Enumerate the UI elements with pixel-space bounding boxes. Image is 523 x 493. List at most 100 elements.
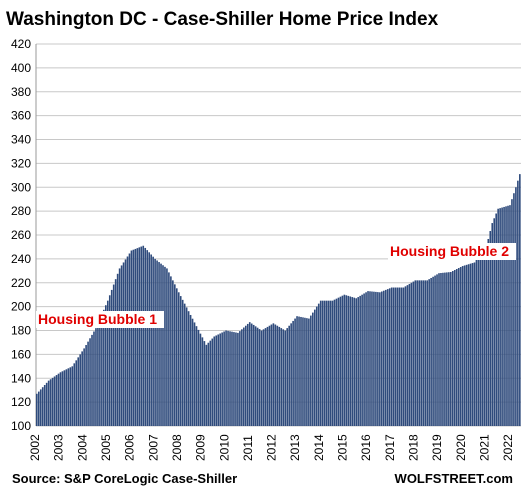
bar (503, 206, 505, 426)
x-tick-label: 2002 (28, 434, 42, 461)
bar (331, 300, 334, 426)
bar (225, 330, 227, 426)
bar (154, 258, 156, 427)
bar (394, 287, 397, 426)
bar (142, 245, 145, 426)
bar (260, 330, 263, 426)
bar (381, 291, 383, 426)
bar (132, 249, 135, 426)
y-tick-label: 200 (11, 300, 31, 314)
bar (207, 342, 210, 426)
bar (175, 288, 178, 426)
bar (39, 389, 42, 426)
bar (517, 180, 519, 426)
bar (148, 252, 150, 426)
bar (116, 273, 119, 426)
bar (258, 329, 261, 426)
y-tick-label: 280 (11, 204, 31, 218)
chart-title: Washington DC - Case-Shiller Home Price … (6, 9, 439, 30)
bar (124, 259, 127, 426)
bar (227, 330, 229, 426)
bar (152, 256, 154, 426)
bar (209, 340, 212, 426)
bar (483, 249, 486, 426)
bar (377, 292, 379, 426)
bar (43, 385, 46, 426)
y-tick-label: 140 (11, 371, 31, 385)
bar (37, 391, 40, 426)
bar (239, 331, 241, 426)
bar (493, 218, 496, 426)
bar (375, 291, 377, 426)
bar (136, 248, 139, 426)
bar (75, 360, 78, 426)
bar (444, 272, 446, 426)
bar (507, 205, 509, 426)
bar (369, 291, 371, 426)
y-tick-label: 380 (11, 85, 31, 99)
bar (386, 289, 389, 426)
bar (73, 363, 76, 426)
bar (280, 328, 283, 426)
bar (211, 338, 214, 426)
bar (268, 325, 271, 426)
x-tick-label: 2009 (194, 434, 208, 461)
bar (189, 314, 192, 426)
bar (274, 324, 277, 426)
bar (185, 307, 188, 426)
bar (140, 246, 143, 426)
bar (459, 267, 462, 426)
bar (65, 369, 68, 426)
bar (406, 285, 409, 426)
bar (384, 289, 387, 426)
bar (335, 298, 338, 426)
bar (156, 260, 158, 426)
bar (489, 231, 492, 426)
bar (515, 187, 517, 426)
bar (414, 280, 417, 426)
bar (248, 322, 251, 426)
bar (97, 323, 99, 426)
bar (315, 306, 318, 427)
bar (436, 274, 438, 426)
bar (422, 280, 425, 426)
bar (106, 300, 109, 426)
bar (438, 273, 440, 426)
bar (168, 272, 170, 426)
bar (174, 284, 176, 426)
bar (172, 280, 174, 426)
bar (144, 247, 147, 426)
bar (162, 265, 164, 426)
bar (481, 252, 484, 426)
bar (296, 316, 298, 426)
annotation-label: Housing Bubble 1 (38, 311, 157, 327)
annotations: Housing Bubble 1 Housing Bubble 2 (36, 243, 516, 328)
bar (51, 377, 54, 426)
annotation-label: Housing Bubble 2 (390, 243, 509, 259)
bar (235, 332, 237, 426)
bar (197, 329, 200, 426)
bar (278, 326, 281, 426)
bar (217, 334, 219, 426)
bar (49, 379, 52, 426)
bar (341, 295, 344, 426)
bar (505, 206, 507, 426)
bar (497, 208, 499, 426)
bar (126, 256, 129, 426)
bar (339, 296, 342, 426)
x-tick-label: 2006 (123, 434, 137, 461)
bar (81, 351, 83, 426)
y-tick-label: 360 (11, 109, 31, 123)
bar (93, 331, 95, 426)
bar (371, 291, 373, 426)
bar (79, 354, 81, 427)
bar (446, 272, 448, 426)
bar (221, 332, 223, 426)
bar (300, 316, 302, 426)
bar (47, 380, 50, 426)
bar (418, 280, 421, 426)
bar (467, 264, 470, 426)
bar (53, 376, 56, 426)
bar (284, 330, 287, 426)
bar (105, 305, 107, 426)
